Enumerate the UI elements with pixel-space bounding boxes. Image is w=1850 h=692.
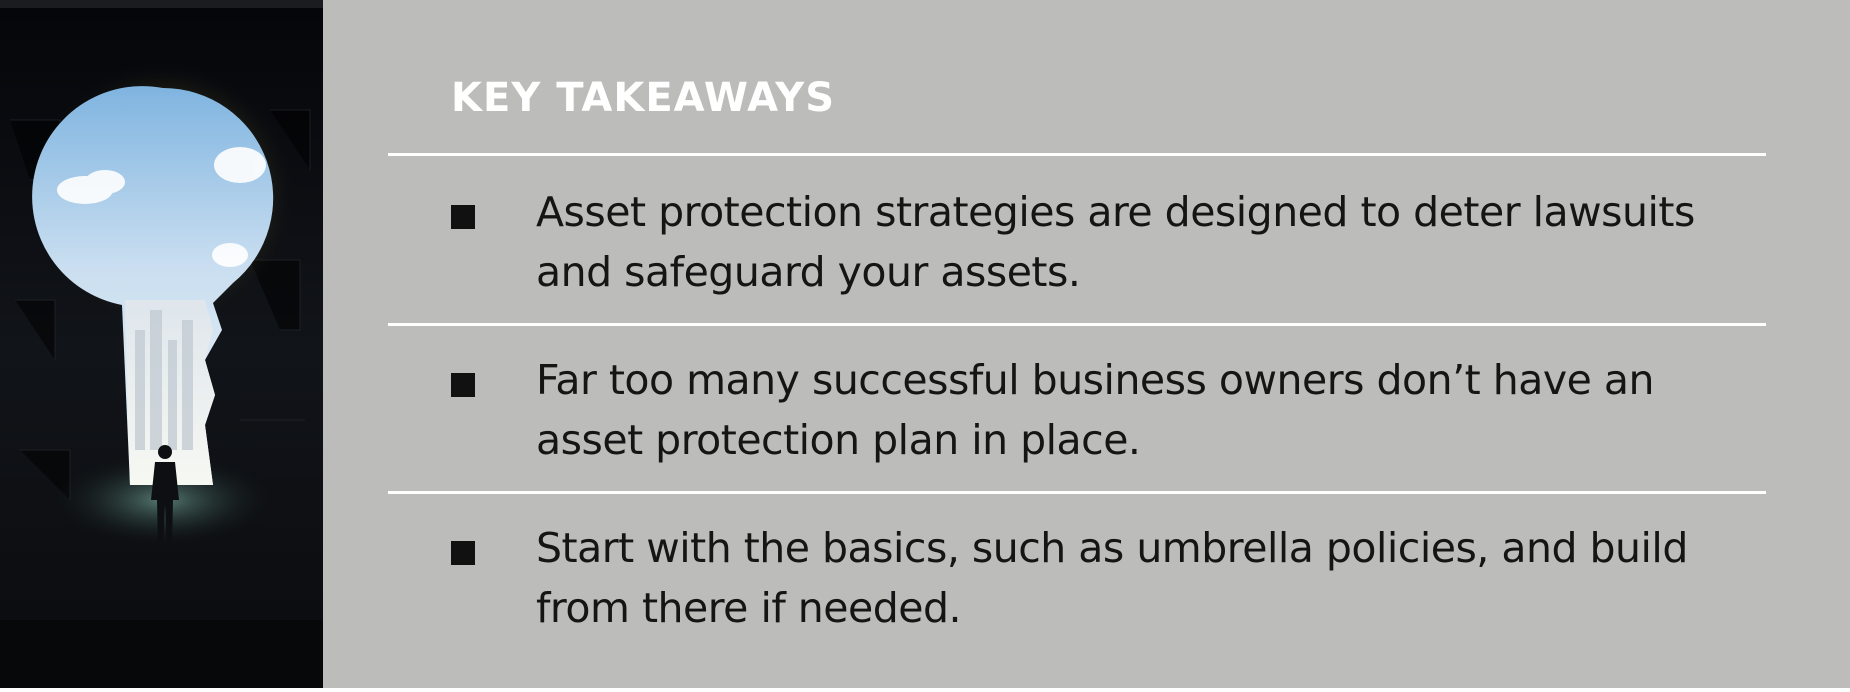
clouds bbox=[57, 147, 266, 267]
silhouette-person bbox=[151, 445, 179, 545]
square-bullet-icon bbox=[451, 205, 475, 229]
divider-rule bbox=[388, 153, 1766, 156]
image-top-border bbox=[0, 0, 323, 8]
takeaway-text: Far too many successful business owners … bbox=[536, 356, 1654, 464]
keyhole-illustration bbox=[0, 0, 323, 688]
bottom-border bbox=[0, 688, 1850, 692]
takeaway-text: Start with the basics, such as umbrella … bbox=[536, 524, 1688, 632]
buildings bbox=[135, 310, 193, 450]
square-bullet-icon bbox=[451, 541, 475, 565]
takeaways-panel: KEY TAKEAWAYS Asset protection strategie… bbox=[323, 0, 1850, 688]
takeaway-text: Asset protection strategies are designed… bbox=[536, 188, 1695, 296]
bottom-shadow bbox=[0, 620, 323, 688]
keyhole-image bbox=[0, 8, 323, 688]
divider-rule bbox=[388, 323, 1766, 326]
square-bullet-icon bbox=[451, 373, 475, 397]
section-heading: KEY TAKEAWAYS bbox=[451, 75, 836, 121]
divider-rule bbox=[388, 491, 1766, 494]
